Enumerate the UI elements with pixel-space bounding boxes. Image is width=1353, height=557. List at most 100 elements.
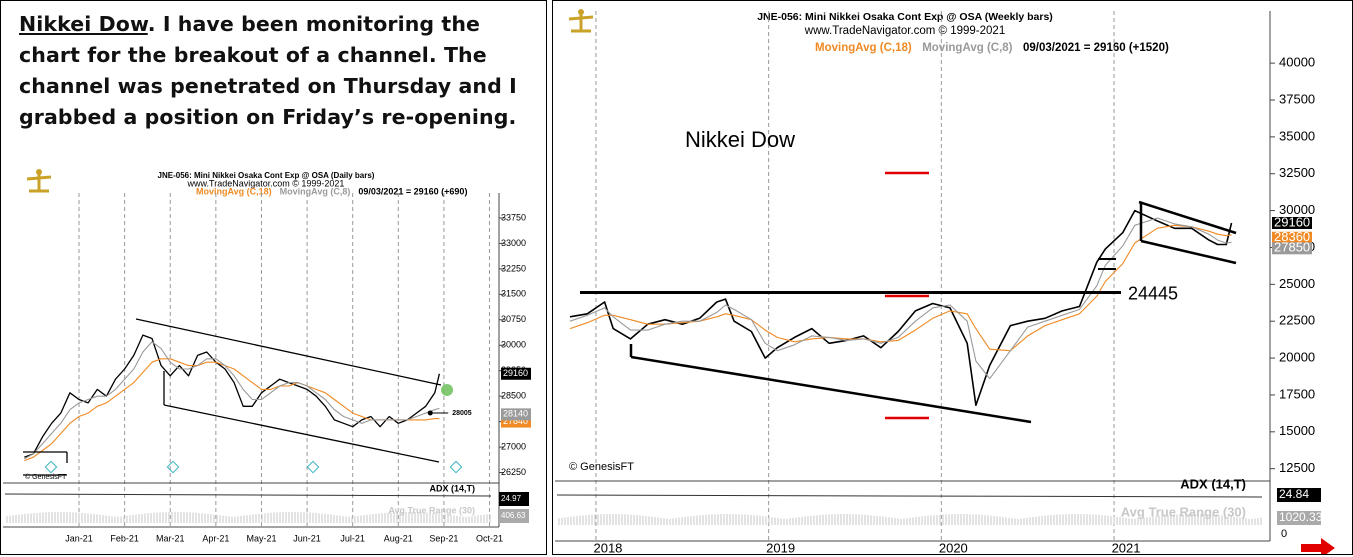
event-icon (44, 460, 58, 474)
credit: © GenesisFT (569, 461, 634, 473)
indicator-value-box (499, 492, 529, 506)
indicator-value: 1020.33 (1279, 510, 1323, 524)
indicator-name: Avg True Range (30) (388, 505, 475, 515)
last-value-label: 27850 (1274, 240, 1310, 255)
x-tick-label: Jul-21 (340, 533, 365, 543)
y-tick-label: 33750 (501, 212, 526, 222)
indicator-name: ADX (14,T) (1180, 476, 1246, 491)
y-tick-label: 32250 (501, 263, 526, 273)
adx-line (4, 493, 492, 497)
logo-dot (36, 169, 42, 175)
last-value-label: 28140 (503, 409, 528, 419)
x-tick-label: 2021 (1112, 540, 1141, 554)
y-tick-label: 40000 (1279, 55, 1315, 70)
x-tick-label: Feb-21 (110, 533, 139, 543)
event-icon (166, 460, 180, 474)
left-panel: Nikkei Dow. I have been monitoring the c… (0, 0, 547, 555)
y-tick-label: 25000 (1279, 276, 1315, 291)
chart-subtitle: www.TradeNavigator.com © 1999-2021 (187, 178, 345, 188)
y-tick-label: 26250 (501, 467, 526, 477)
y-tick-label: 12500 (1279, 460, 1315, 475)
y-tick-label: 30000 (501, 340, 526, 350)
y-tick-label: 30000 (1279, 202, 1315, 217)
chart-subtitle: www.TradeNavigator.com © 1999-2021 (804, 25, 1005, 37)
legend-entry: MovingAvg (C,8) (280, 186, 351, 196)
indicator-name: Avg True Range (30) (1121, 504, 1246, 519)
y-tick-label: 22500 (1279, 313, 1315, 328)
x-tick-label: May-21 (246, 533, 276, 543)
annotation: Nikkei Dow (685, 127, 795, 152)
indicator-tick: 0 (1281, 528, 1287, 540)
status: 09/03/2021 = 29160 (+690) (358, 186, 467, 196)
arrow-icon (1301, 538, 1335, 554)
indicator-value: 406.63 (501, 511, 526, 520)
y-tick-label: 32500 (1279, 165, 1315, 180)
x-tick-label: Jun-21 (293, 533, 321, 543)
x-tick-label: Apr-21 (202, 533, 229, 543)
daily-chart: JNE-056: Mini Nikkei Osaka Cont Exp @ OS… (3, 169, 531, 543)
legend-entry: MovingAvg (C,8) (922, 42, 1012, 54)
moving-average (569, 224, 1232, 352)
channel-line (1138, 200, 1237, 235)
channel-line (135, 318, 442, 386)
legend-entry: MovingAvg (C,18) (196, 186, 272, 196)
x-tick-label: Aug-21 (384, 533, 413, 543)
right-panel: JNE-056: Mini Nikkei Osaka Cont Exp @ OS… (552, 0, 1353, 555)
last-value-box (501, 367, 531, 380)
indicator-value-box (1277, 511, 1321, 525)
price-line (569, 209, 1233, 407)
last-value-label: 29160 (503, 368, 528, 378)
last-value-box (501, 408, 531, 421)
price-line (24, 334, 441, 458)
indicator-value-box (499, 509, 529, 523)
last-value-box (1272, 216, 1312, 229)
x-tick-label: 2018 (593, 540, 622, 554)
article-link[interactable]: Nikkei Dow (19, 12, 148, 36)
status: 09/03/2021 = 29160 (+1520) (1023, 42, 1169, 54)
y-tick-label: 37500 (1279, 91, 1315, 106)
legend-entry: MovingAvg (C,18) (815, 42, 912, 54)
chart-title: JNE-056: Mini Nikkei Osaka Cont Exp @ OS… (158, 171, 375, 180)
event-icon (449, 460, 463, 474)
x-tick-label: 2019 (766, 540, 795, 554)
indicator-value: 24.97 (501, 494, 522, 503)
indicator-name: ADX (14,T) (429, 483, 475, 493)
last-value-box (1272, 242, 1312, 255)
channel-line (163, 404, 440, 463)
y-tick-label: 17500 (1279, 386, 1315, 401)
y-tick-label: 31500 (501, 289, 526, 299)
x-tick-label: Jan-21 (65, 533, 93, 543)
adx-line (556, 494, 1263, 498)
x-tick-label: Mar-21 (156, 533, 185, 543)
logo (26, 173, 52, 193)
y-tick-label: 33000 (501, 238, 526, 248)
y-tick-label: 30750 (501, 314, 526, 324)
indicator-value-box (1277, 488, 1321, 502)
breakout-dot (441, 384, 453, 396)
x-tick-label: 2020 (939, 540, 968, 554)
marker-label: 28005 (452, 410, 472, 417)
logo-dot (578, 9, 584, 15)
channel-line (1140, 239, 1237, 265)
x-tick-label: Oct-21 (476, 533, 503, 543)
y-tick-label: 28500 (501, 391, 526, 401)
y-tick-label: 27000 (501, 441, 526, 451)
y-tick-label: 35000 (1279, 128, 1315, 143)
event-icon (306, 460, 320, 474)
logo (568, 13, 594, 33)
chart-title: JNE-056: Mini Nikkei Osaka Cont Exp @ OS… (757, 11, 1053, 23)
moving-average (24, 341, 440, 460)
last-value-label: 28360 (1274, 229, 1310, 244)
indicator-value: 24.84 (1279, 487, 1309, 501)
last-value-box (1272, 231, 1312, 244)
article-text: Nikkei Dow. I have been monitoring the c… (19, 9, 544, 133)
channel-line (630, 355, 1032, 424)
credit: © GenesisFT (25, 473, 67, 481)
last-value-label: 29160 (1274, 214, 1310, 229)
y-tick-label: 15000 (1279, 423, 1315, 438)
weekly-chart: JNE-056: Mini Nikkei Osaka Cont Exp @ OS… (555, 9, 1335, 554)
article-body: . I have been monitoring the chart for t… (19, 12, 517, 129)
moving-average (569, 217, 1232, 380)
x-tick-label: Sep-21 (429, 533, 458, 543)
